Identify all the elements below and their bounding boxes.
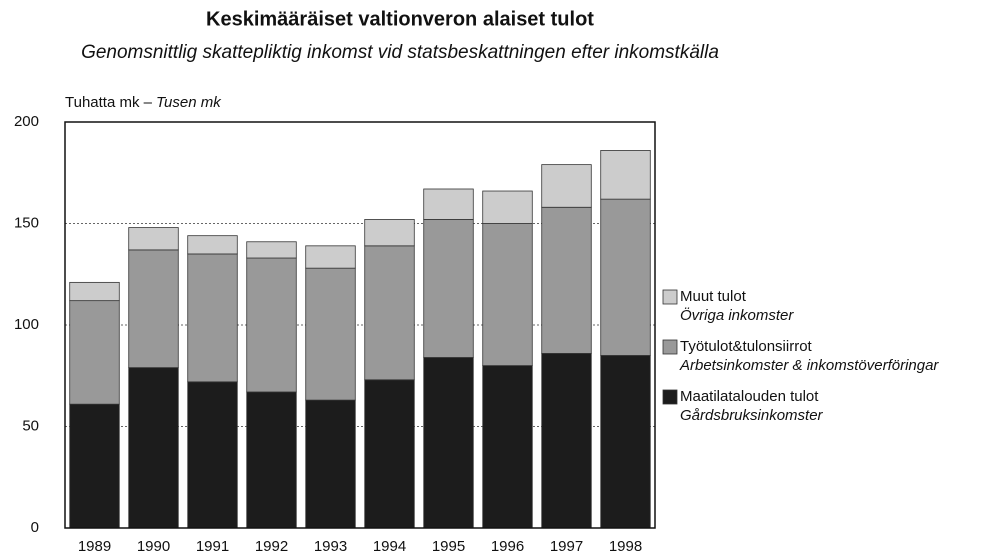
legend-swatch (662, 289, 678, 305)
bar-segment (482, 365, 533, 529)
bar-segment (541, 206, 592, 354)
bar-segment (187, 381, 238, 529)
x-tick-label: 1993 (314, 538, 347, 555)
y-tick-label: 200 (14, 113, 39, 130)
bar-segment (69, 300, 120, 405)
x-tick-label: 1996 (491, 538, 524, 555)
bar-segment (69, 403, 120, 529)
bar-segment (305, 267, 356, 401)
x-tick-label: 1997 (550, 538, 583, 555)
bar-segment (600, 150, 651, 200)
bar-segment (364, 219, 415, 247)
y-tick-label: 50 (22, 417, 39, 434)
plot-frame (64, 121, 656, 529)
bar-segment (423, 188, 474, 220)
bar-segment (128, 249, 179, 369)
x-tick-label: 1990 (137, 538, 170, 555)
bar-segment (187, 235, 238, 255)
y-axis-label: Tuhatta mk – (65, 94, 153, 111)
bar-segment (128, 367, 179, 529)
legend-label: Työtulot&tulonsiirrot (680, 338, 813, 355)
bar-segment (423, 219, 474, 358)
legend-label: Maatilatalouden tulot (680, 388, 819, 405)
chart-subtitle: Genomsnittlig skattepliktig inkomst vid … (81, 42, 719, 63)
y-axis-label-sv: Tusen mk (156, 94, 222, 111)
bar-segment (246, 241, 297, 259)
y-tick-label: 150 (14, 214, 39, 231)
bar-segment (364, 379, 415, 529)
y-tick-label: 100 (14, 316, 39, 333)
legend-swatch (662, 339, 678, 355)
bar-segment (600, 198, 651, 356)
chart-title: Keskimääräiset valtionveron alaiset tulo… (206, 8, 594, 30)
bar-segment (541, 164, 592, 208)
bar-segment (246, 391, 297, 529)
bar-segment (305, 399, 356, 529)
x-tick-label: 1989 (78, 538, 111, 555)
x-tick-label: 1991 (196, 538, 229, 555)
bar-segment (305, 245, 356, 269)
x-tick-label: 1995 (432, 538, 465, 555)
legend-label-sv: Gårdsbruksinkomster (680, 407, 824, 424)
bar-segment (246, 257, 297, 393)
bar-segment (482, 190, 533, 224)
x-tick-label: 1994 (373, 538, 406, 555)
legend-label-sv: Övriga inkomster (680, 306, 794, 324)
bar-segment (541, 353, 592, 529)
bar-segment (128, 227, 179, 251)
legend-label-sv: Arbetsinkomster & inkomstöverföringar (679, 357, 939, 374)
y-tick-label: 0 (31, 519, 39, 536)
bar-segment (187, 253, 238, 383)
bar-segment (69, 281, 120, 302)
x-tick-label: 1992 (255, 538, 288, 555)
legend-swatch (662, 389, 678, 405)
bar-segment (482, 223, 533, 367)
x-tick-label: 1998 (609, 538, 642, 555)
bar-segment (600, 355, 651, 529)
legend-label: Muut tulot (680, 288, 747, 305)
bar-segment (364, 245, 415, 381)
bar-segment (423, 357, 474, 529)
